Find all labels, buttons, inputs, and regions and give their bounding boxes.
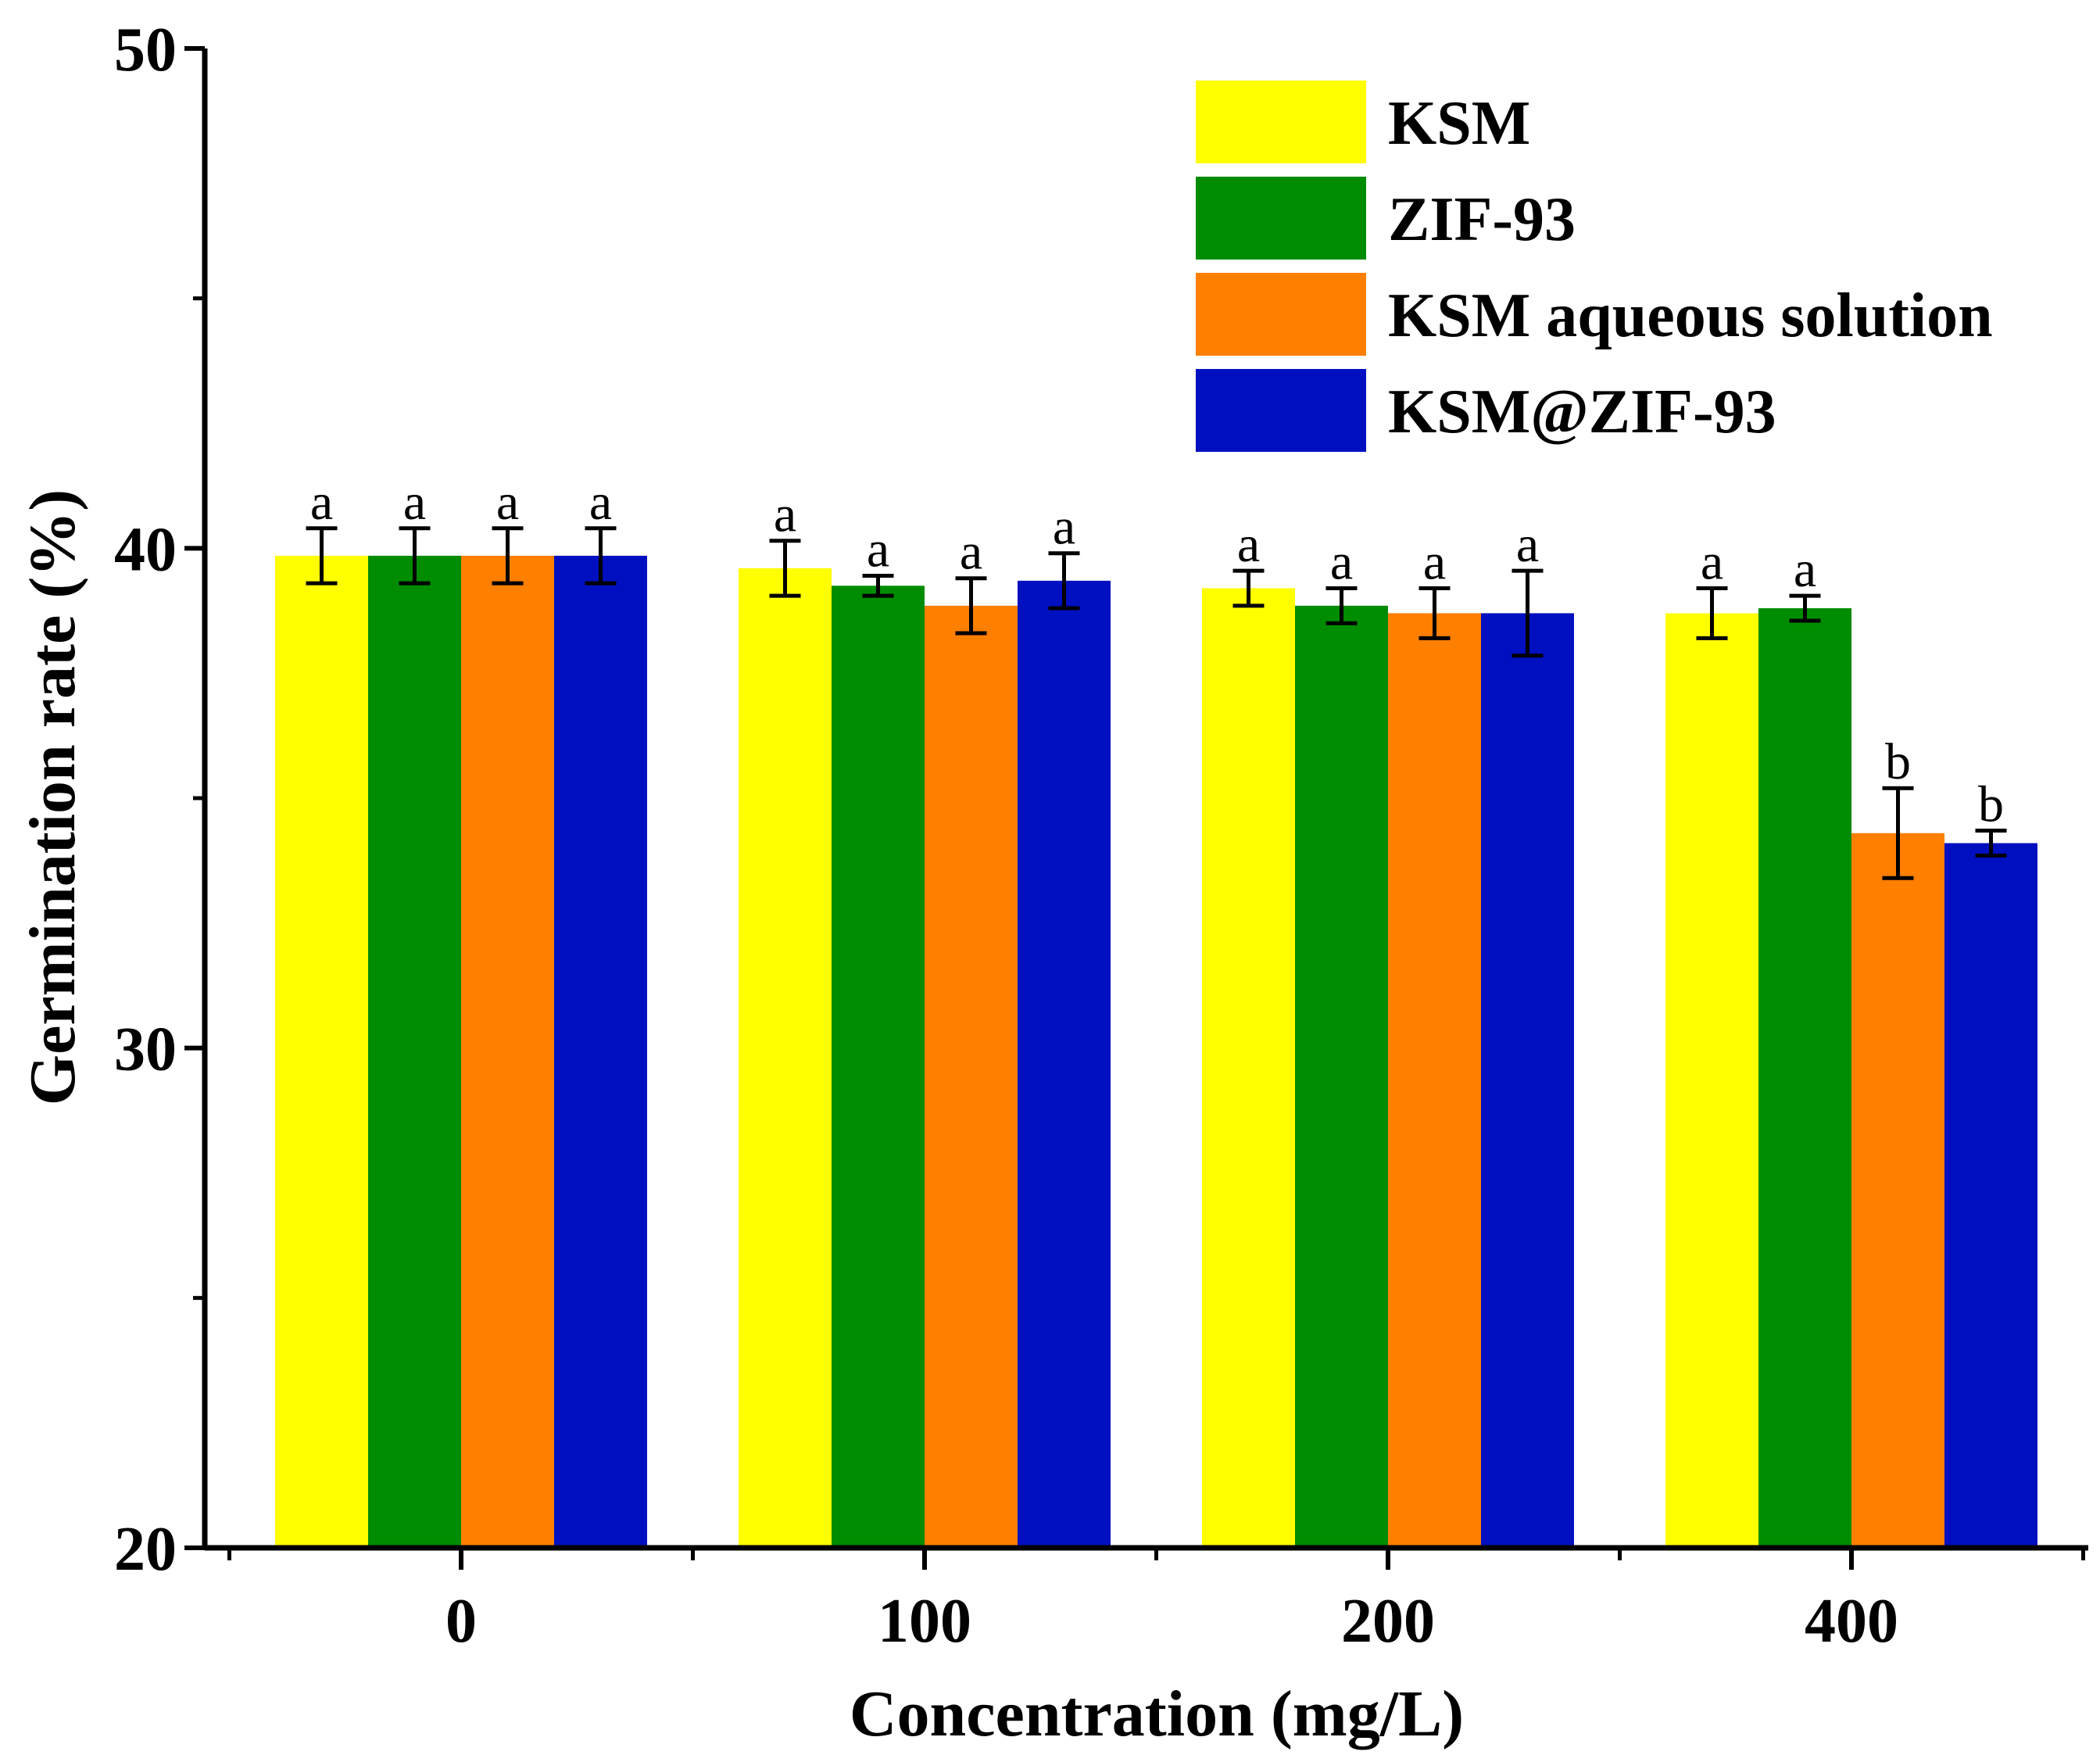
legend-label: ZIF-93 bbox=[1388, 185, 1576, 254]
significance-label: a bbox=[867, 521, 889, 578]
bar bbox=[461, 555, 554, 1548]
x-axis-title: Concentration (mg/L) bbox=[850, 1678, 1464, 1750]
bar bbox=[1018, 580, 1111, 1548]
x-tick-label: 400 bbox=[1805, 1587, 1898, 1656]
legend-label: KSM@ZIF-93 bbox=[1388, 378, 1776, 446]
bars-layer bbox=[275, 555, 2037, 1548]
legend-swatch bbox=[1196, 273, 1366, 356]
y-axis-title: Germination rate (%) bbox=[16, 489, 89, 1105]
bar bbox=[1202, 588, 1295, 1548]
bar bbox=[1665, 613, 1758, 1548]
error-bars-layer bbox=[306, 526, 2007, 880]
legend-swatch bbox=[1196, 81, 1366, 163]
significance-label: a bbox=[589, 474, 612, 531]
bar bbox=[1388, 613, 1481, 1548]
x-tick-label: 200 bbox=[1341, 1587, 1435, 1656]
bar bbox=[832, 586, 925, 1548]
bar bbox=[1758, 608, 1851, 1548]
significance-label: a bbox=[1053, 499, 1075, 556]
significance-label: a bbox=[774, 486, 796, 543]
x-tick-label: 100 bbox=[878, 1587, 971, 1656]
bar bbox=[368, 555, 461, 1548]
bar bbox=[739, 568, 832, 1548]
bar bbox=[1295, 605, 1388, 1548]
significance-label: a bbox=[960, 524, 982, 581]
significance-label: a bbox=[403, 474, 426, 531]
significance-label: b bbox=[1978, 776, 2004, 833]
y-tick-label: 50 bbox=[114, 16, 177, 84]
x-tick-label: 0 bbox=[445, 1587, 477, 1656]
y-tick-label: 30 bbox=[114, 1015, 177, 1084]
bar bbox=[275, 555, 368, 1548]
significance-label: a bbox=[1516, 516, 1539, 573]
significance-label: b bbox=[1885, 733, 1911, 790]
bar bbox=[554, 555, 647, 1548]
legend: KSM ZIF-93 KSM aqueous solution KSM@ZIF-93 bbox=[1196, 81, 1993, 452]
y-tick-label: 20 bbox=[114, 1515, 177, 1584]
legend-swatch bbox=[1196, 369, 1366, 452]
legend-label: KSM aqueous solution bbox=[1388, 281, 1993, 350]
axes-layer: 20 30 40 50 0 100 200 400 bbox=[114, 16, 2088, 1656]
significance-label: a bbox=[1701, 533, 1723, 590]
significance-label: a bbox=[310, 474, 333, 531]
significance-label: a bbox=[1237, 516, 1260, 573]
significance-label: a bbox=[496, 474, 519, 531]
y-tick-label: 40 bbox=[114, 515, 177, 584]
significance-labels-layer: a a a a a a a a a a a a a a b b bbox=[310, 474, 2004, 833]
legend-label: KSM bbox=[1388, 89, 1530, 158]
bar bbox=[1851, 833, 1944, 1548]
significance-label: a bbox=[1330, 533, 1353, 590]
legend-swatch bbox=[1196, 177, 1366, 260]
bar bbox=[1481, 613, 1574, 1548]
bar bbox=[1944, 843, 2037, 1548]
significance-label: a bbox=[1794, 541, 1816, 598]
bar bbox=[925, 605, 1018, 1548]
significance-label: a bbox=[1423, 533, 1446, 590]
